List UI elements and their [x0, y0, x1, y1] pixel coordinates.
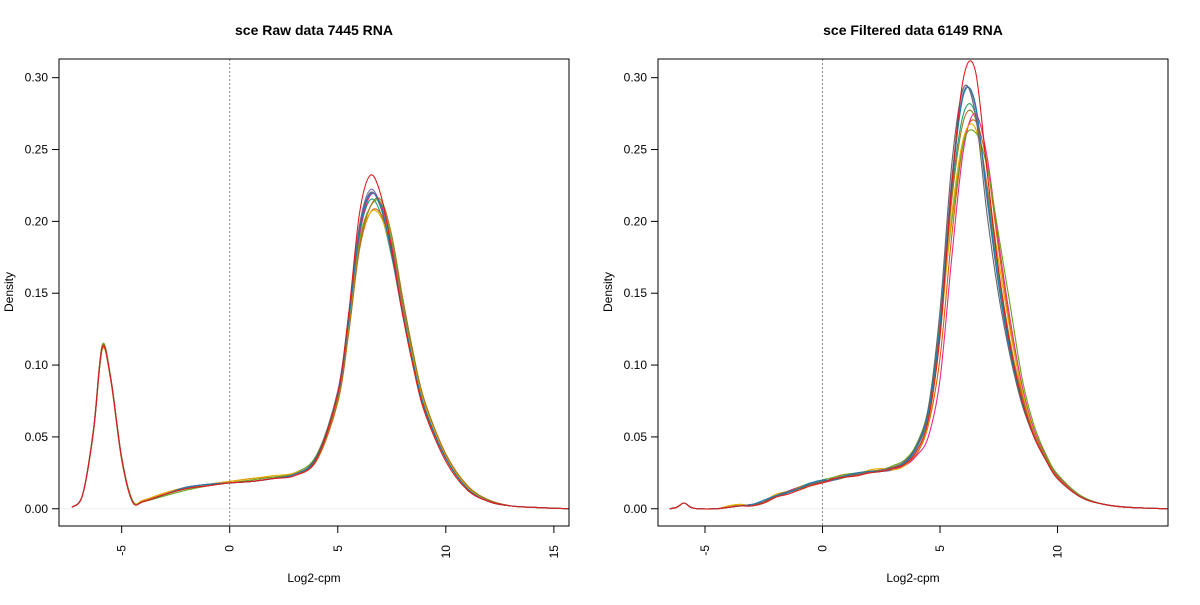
raw-density-line — [71, 188, 570, 510]
raw-density-line — [71, 199, 570, 510]
raw-x-tick-label: 0 — [223, 545, 237, 552]
filtered-y-axis-label: Density — [601, 272, 615, 312]
raw-density-series — [71, 174, 570, 510]
raw-density-line — [71, 208, 570, 510]
raw-x-tick-label: 5 — [331, 545, 345, 552]
raw-y-tick-label: 0.20 — [25, 214, 49, 228]
filtered-x-tick-label: 0 — [816, 545, 830, 552]
raw-axis-ticks: -5 0 5 10 15 0.00 0.05 0.10 0.15 0.20 0.25 0.30 — [25, 71, 569, 559]
raw-y-tick-label: 0.10 — [25, 358, 49, 372]
filtered-density-line — [669, 84, 1169, 510]
raw-density-line — [71, 209, 570, 510]
filtered-y-tick-label: 0.05 — [624, 430, 648, 444]
raw-data-panel: sce Raw data 7445 RNA Log2-cpm Density -… — [2, 22, 570, 585]
raw-x-tick-label: 10 — [439, 545, 453, 559]
raw-chart-title: sce Raw data 7445 RNA — [235, 22, 393, 38]
raw-y-axis-label: Density — [2, 272, 16, 312]
raw-x-tick-label: 15 — [547, 545, 561, 559]
raw-density-line — [71, 174, 570, 510]
filtered-x-tick-label: 5 — [933, 545, 947, 552]
raw-density-line — [71, 192, 570, 510]
filtered-y-tick-label: 0.10 — [624, 358, 648, 372]
filtered-y-tick-label: 0.00 — [624, 502, 648, 516]
filtered-density-line — [669, 119, 1169, 510]
filtered-x-tick-label: -5 — [698, 545, 712, 556]
filtered-chart-title: sce Filtered data 6149 RNA — [823, 22, 1003, 38]
filtered-y-tick-label: 0.30 — [624, 71, 648, 85]
filtered-density-line — [669, 86, 1169, 510]
raw-density-line — [71, 197, 570, 510]
raw-y-tick-label: 0.30 — [25, 71, 49, 85]
raw-y-tick-label: 0.15 — [25, 286, 49, 300]
raw-density-line — [71, 198, 570, 510]
raw-density-line — [71, 191, 570, 510]
raw-x-axis-label: Log2-cpm — [287, 571, 340, 585]
filtered-density-line — [669, 123, 1169, 510]
filtered-x-tick-label: 10 — [1051, 545, 1065, 559]
filtered-plot-frame — [657, 58, 1169, 527]
raw-plot-frame — [58, 58, 570, 527]
filtered-data-panel: sce Filtered data 6149 RNA Log2-cpm Dens… — [601, 22, 1169, 585]
raw-y-tick-label: 0.00 — [25, 502, 49, 516]
filtered-x-axis-label: Log2-cpm — [886, 571, 939, 585]
filtered-density-line — [669, 60, 1169, 510]
raw-x-tick-label: -5 — [115, 545, 129, 556]
raw-density-line — [71, 192, 570, 510]
filtered-density-line — [669, 129, 1169, 510]
raw-y-tick-label: 0.05 — [25, 430, 49, 444]
raw-y-tick-label: 0.25 — [25, 143, 49, 157]
filtered-y-tick-label: 0.15 — [624, 286, 648, 300]
filtered-y-tick-label: 0.20 — [624, 214, 648, 228]
filtered-density-series — [669, 60, 1169, 510]
filtered-density-line — [669, 86, 1169, 510]
filtered-axis-ticks: -5 0 5 10 0.00 0.05 0.10 0.15 0.20 0.25 0.30 — [624, 71, 1168, 559]
filtered-y-tick-label: 0.25 — [624, 143, 648, 157]
